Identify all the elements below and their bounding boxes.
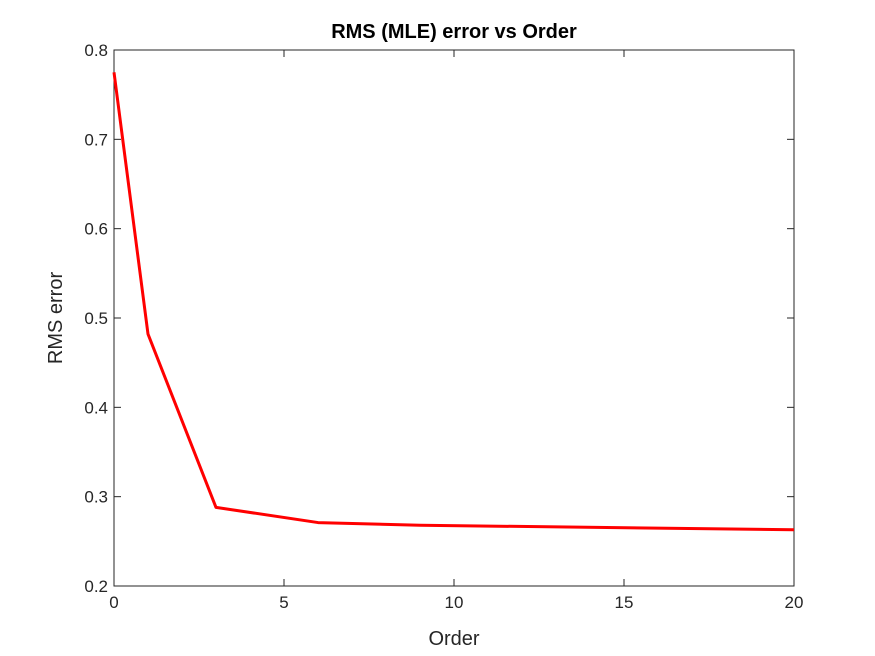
y-tick-label: 0.6 xyxy=(84,220,108,239)
series-line-0 xyxy=(112,72,795,532)
x-tick-label: 15 xyxy=(615,593,634,612)
y-tick-label: 0.5 xyxy=(84,309,108,328)
y-tick-label: 0.3 xyxy=(84,488,108,507)
y-tick-label: 0.8 xyxy=(84,41,108,60)
x-tick-label: 10 xyxy=(445,593,464,612)
plot-area xyxy=(113,49,795,587)
y-tick-label: 0.7 xyxy=(84,130,108,149)
y-axis-label: RMS error xyxy=(45,272,67,365)
y-tick-label: 0.2 xyxy=(84,577,108,596)
x-axis: 0 5 10 15 20 xyxy=(109,50,803,612)
x-tick-label: 20 xyxy=(785,593,804,612)
series-group xyxy=(112,72,795,532)
chart-title: RMS (MLE) error vs Order xyxy=(331,21,577,43)
y-axis: 0.2 0.3 0.4 0.5 0.6 0.7 0.8 xyxy=(84,41,794,596)
x-tick-label: 0 xyxy=(109,593,118,612)
x-tick-label: 5 xyxy=(279,593,288,612)
x-axis-label: Order xyxy=(428,628,479,650)
y-tick-label: 0.4 xyxy=(84,398,108,417)
